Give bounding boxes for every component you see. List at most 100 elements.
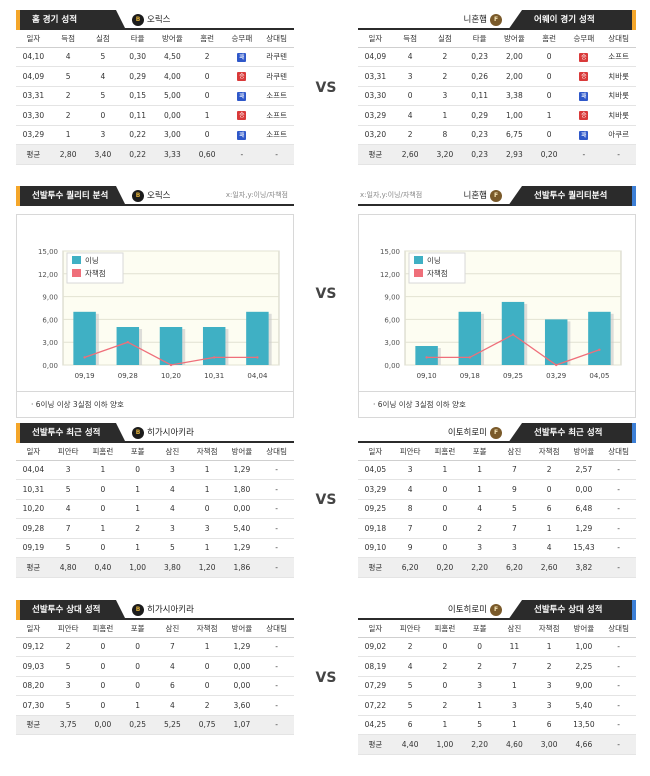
- table-cell: 0: [531, 47, 567, 67]
- table-cell: 라쿠텐: [259, 66, 294, 87]
- table-cell: 1: [497, 676, 532, 696]
- table-cell: 04,25: [358, 715, 393, 735]
- column-header: 일자: [358, 443, 393, 461]
- column-header: 자책점: [189, 443, 225, 461]
- table-cell: 1: [531, 637, 567, 657]
- table-header-row: 일자 피안타 피홈런 포볼 삼진 자책점 방어율 상대팀: [358, 620, 636, 638]
- table-cell: 0: [120, 460, 155, 480]
- quality-right-axis-note: x:일자,y:이닝/자책점: [360, 191, 423, 199]
- quality-left-panel: 선발투수 퀄리티 분석 B 오릭스 x:일자,y:이닝/자책점 0,00 3,00…: [16, 186, 294, 418]
- table-cell: 0: [85, 695, 121, 716]
- quality-left-title: 선발투수 퀄리티 분석: [16, 186, 126, 206]
- column-header: 자책점: [189, 620, 225, 638]
- average-cell: 4,80: [50, 557, 86, 578]
- table-cell: 04,10: [16, 47, 51, 67]
- table-cell: 2: [531, 460, 567, 480]
- average-row: 평균 2,80 3,40 0,22 3,33 0,60- -: [16, 144, 294, 165]
- table-cell: 1: [427, 105, 463, 126]
- table-cell: 09,02: [358, 637, 393, 657]
- home-record-header: 홈 경기 성적 B 오릭스: [16, 10, 294, 30]
- table-cell: 09,28: [16, 518, 51, 539]
- average-row: 평균 3,75 0,00 0,25 5,25 0,75 1,07-: [16, 715, 294, 735]
- column-header: 승무패: [224, 30, 260, 48]
- table-cell: 4: [50, 499, 86, 519]
- table-cell: 15,43: [566, 538, 602, 558]
- table-cell: 04,04: [16, 460, 51, 480]
- table-cell: 1: [120, 538, 155, 558]
- column-header: 방어율: [497, 30, 532, 48]
- table-cell: 03,31: [16, 86, 51, 106]
- column-header: 피홈런: [427, 620, 463, 638]
- table-row: 04,10 4 5 0,30 4,50 2 패 라쿠텐: [16, 47, 294, 67]
- loss-badge: 패: [237, 130, 247, 140]
- table-cell: -: [259, 518, 294, 539]
- table-cell: 0: [85, 479, 121, 500]
- table-cell: -: [259, 676, 294, 696]
- table-cell: 5: [50, 538, 86, 558]
- nipponham-logo-icon: F: [490, 14, 502, 26]
- table-cell: 5,40: [566, 695, 602, 716]
- table-row: 04,25 6 1 5 1 6 13,50-: [358, 715, 636, 735]
- table-cell: 9: [497, 479, 532, 500]
- table-cell: 4: [155, 695, 190, 716]
- average-cell: 3,20: [427, 144, 463, 165]
- average-cell: 0,22: [120, 144, 155, 165]
- table-cell: 5: [50, 479, 86, 500]
- table-cell: 3: [155, 460, 190, 480]
- y-tick-label: 12,00: [38, 271, 58, 279]
- table-cell: 1: [462, 695, 497, 716]
- starter-recent-right-table: 일자 피안타 피홈런 포볼 삼진 자책점 방어율 상대팀 04,05 3 1 1 7 2 2,57-03,2…: [358, 443, 636, 578]
- average-cell: 6,20: [497, 557, 532, 578]
- table-cell: 소프트: [259, 125, 294, 145]
- column-header: 삼진: [155, 620, 190, 638]
- table-cell: 3: [392, 460, 428, 480]
- quality-right-panel: x:일자,y:이닝/자책점 F 니혼햄 선발투수 퀄리티분석 0,00 3,00 6…: [358, 186, 636, 418]
- column-header: 상대팀: [601, 30, 636, 48]
- table-cell: 6: [531, 499, 567, 519]
- average-cell: 2,60: [531, 557, 567, 578]
- average-cell: 4,40: [392, 734, 428, 755]
- table-cell: 3: [531, 695, 567, 716]
- column-header: 상대팀: [259, 620, 294, 638]
- quality-left-team-label: B 오릭스: [132, 188, 170, 204]
- starter-vs-right-pitcher: 이토히로미: [447, 605, 487, 615]
- table-cell: 6: [392, 715, 428, 735]
- table-cell: 07,30: [16, 695, 51, 716]
- table-cell: 08,19: [358, 656, 393, 677]
- home-team-label: B 오릭스: [132, 12, 170, 28]
- orix-logo-icon: B: [132, 14, 144, 26]
- average-cell: 평균: [16, 715, 51, 735]
- starter-recent-left-table: 일자 피안타 피홈런 포볼 삼진 자책점 방어율 상대팀 04,04 3 1 0 3 1 1,29-10,3…: [16, 443, 294, 578]
- column-header: 방어율: [224, 620, 260, 638]
- innings-bar: [116, 327, 140, 365]
- column-header: 피안타: [50, 443, 86, 461]
- table-cell: 3: [85, 125, 121, 145]
- table-cell: 13,50: [566, 715, 602, 735]
- table-cell: 0,00: [155, 105, 190, 126]
- average-cell: 평균: [358, 734, 393, 755]
- average-cell: -: [601, 734, 636, 755]
- table-cell: 0: [189, 66, 225, 87]
- column-header: 피안타: [392, 620, 428, 638]
- column-header: 득점: [50, 30, 86, 48]
- quality-right-title: 선발투수 퀄리티분석: [508, 186, 636, 206]
- table-header-row: 일자 피안타 피홈런 포볼 삼진 자책점 방어율 상대팀: [358, 443, 636, 461]
- innings-bar: [544, 319, 568, 365]
- column-header: 삼진: [497, 620, 532, 638]
- average-cell: 평균: [16, 144, 51, 165]
- table-cell: 2: [427, 695, 463, 716]
- table-row: 07,22 5 2 1 3 3 5,40-: [358, 695, 636, 716]
- table-cell: 0: [189, 656, 225, 677]
- orix-logo-icon: B: [132, 427, 144, 439]
- away-team-name: 니혼햄: [463, 15, 487, 25]
- average-cell: 0,75: [189, 715, 225, 735]
- nipponham-logo-icon: F: [490, 427, 502, 439]
- table-row: 03,20 2 8 0,23 6,75 0 패 아쿠르: [358, 125, 636, 145]
- legend-label: 자책점: [427, 268, 448, 278]
- away-team-label: F 니혼햄: [464, 12, 502, 28]
- column-header: 피홈런: [85, 443, 121, 461]
- table-cell: 04,05: [358, 460, 393, 480]
- table-cell: -: [259, 637, 294, 657]
- table-cell: 4: [462, 499, 497, 519]
- starter-recent-left-team-label: B 히가시아키라: [132, 425, 194, 441]
